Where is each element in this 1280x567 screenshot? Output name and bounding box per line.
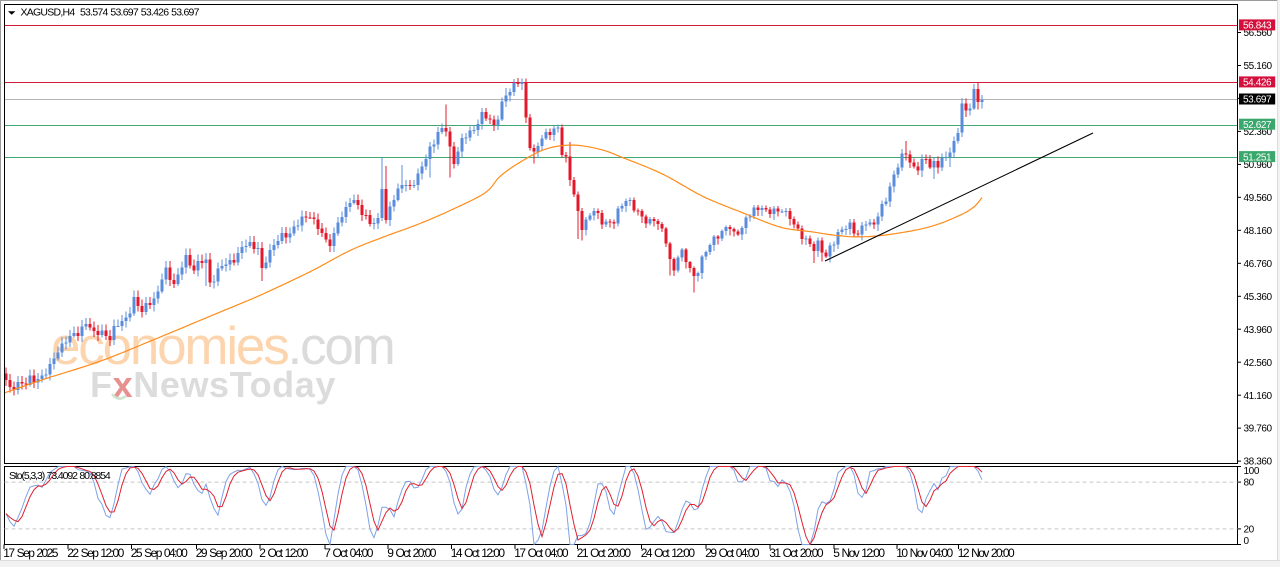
svg-text:39.760: 39.760 xyxy=(1244,424,1273,435)
svg-text:9 Oct 20:00: 9 Oct 20:00 xyxy=(387,546,436,560)
svg-text:46.760: 46.760 xyxy=(1244,259,1273,270)
svg-text:17 Sep 2025: 17 Sep 2025 xyxy=(3,546,58,560)
svg-text:17 Oct 04:00: 17 Oct 04:00 xyxy=(514,546,569,560)
svg-text:43.960: 43.960 xyxy=(1244,325,1273,336)
svg-text:42.560: 42.560 xyxy=(1244,358,1273,369)
svg-text:5 Nov 12:00: 5 Nov 12:00 xyxy=(833,546,885,560)
svg-text:41.160: 41.160 xyxy=(1244,391,1273,402)
svg-text:2 Oct 12:00: 2 Oct 12:00 xyxy=(259,546,308,560)
svg-text:49.560: 49.560 xyxy=(1244,193,1273,204)
svg-text:20: 20 xyxy=(1244,525,1255,536)
svg-text:14 Oct 12:00: 14 Oct 12:00 xyxy=(451,546,506,560)
svg-text:45.360: 45.360 xyxy=(1244,292,1273,303)
svg-text:54.426: 54.426 xyxy=(1243,78,1272,89)
svg-text:51.251: 51.251 xyxy=(1243,152,1272,163)
svg-text:7 Oct 04:00: 7 Oct 04:00 xyxy=(324,546,373,560)
svg-text:25 Sep 04:00: 25 Sep 04:00 xyxy=(131,546,188,560)
svg-text:56.560: 56.560 xyxy=(1244,28,1273,39)
svg-text:56.843: 56.843 xyxy=(1243,21,1272,32)
svg-text:38.360: 38.360 xyxy=(1244,457,1273,468)
svg-text:48.160: 48.160 xyxy=(1244,226,1273,237)
svg-text:Sto(5,3,3) 73.4092 80.8854: Sto(5,3,3) 73.4092 80.8854 xyxy=(9,470,111,482)
svg-text:53.697: 53.697 xyxy=(1243,95,1272,106)
svg-text:55.160: 55.160 xyxy=(1244,61,1273,72)
svg-text:22 Sep 12:00: 22 Sep 12:00 xyxy=(67,546,124,560)
svg-text:21 Oct 20:00: 21 Oct 20:00 xyxy=(577,546,632,560)
svg-text:80: 80 xyxy=(1244,478,1255,489)
svg-text:economies.com: economies.com xyxy=(51,317,394,376)
svg-text:FxNewsToday: FxNewsToday xyxy=(90,364,336,405)
svg-text:12 Nov 20:00: 12 Nov 20:00 xyxy=(958,546,1015,560)
svg-text:0: 0 xyxy=(1244,536,1250,547)
svg-text:29 Sep 20:00: 29 Sep 20:00 xyxy=(196,546,253,560)
svg-text:10 Nov 04:00: 10 Nov 04:00 xyxy=(896,546,953,560)
svg-text:52.360: 52.360 xyxy=(1244,127,1273,138)
svg-text:52.627: 52.627 xyxy=(1243,120,1272,131)
svg-text:29 Oct 04:00: 29 Oct 04:00 xyxy=(705,546,760,560)
svg-text:100: 100 xyxy=(1244,466,1260,477)
svg-text:50.960: 50.960 xyxy=(1244,160,1273,171)
svg-text:XAGUSD,H4 53.574 53.697 53.42: XAGUSD,H4 53.574 53.697 53.426 53.697 xyxy=(21,7,200,19)
svg-text:24 Oct 12:00: 24 Oct 12:00 xyxy=(641,546,696,560)
svg-text:31 Oct 20:00: 31 Oct 20:00 xyxy=(769,546,824,560)
